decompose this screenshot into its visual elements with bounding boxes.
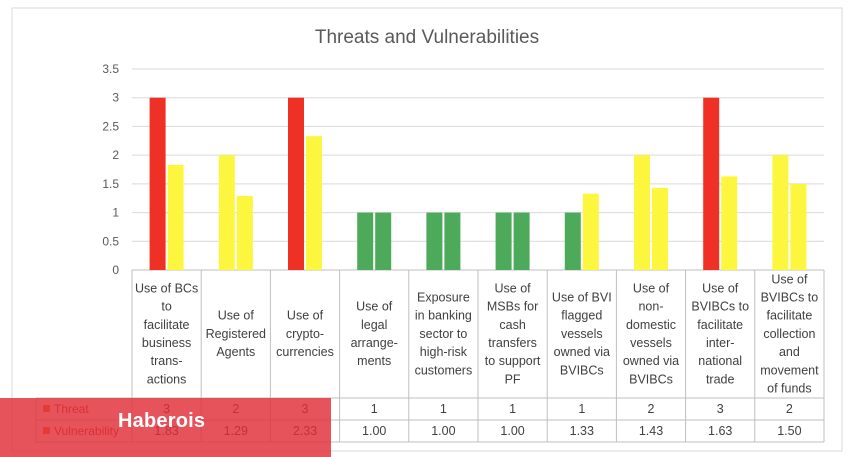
data-label: 1.00 [500, 424, 524, 438]
bar-threat [703, 97, 720, 270]
x-category-label: Use of Registered Agents [206, 309, 266, 359]
data-label: 1.63 [708, 424, 732, 438]
y-axis: 0 0.5 1 1.5 2 2.5 3 3.5 [102, 62, 119, 277]
bars [149, 97, 807, 270]
bar-vulnerability [236, 195, 253, 270]
y-tick-label: 0 [112, 263, 119, 277]
chart-title: Threats and Vulnerabilities [315, 27, 539, 48]
bar-threat [564, 212, 581, 270]
y-tick-label: 3 [112, 91, 119, 105]
data-label: 2 [786, 402, 793, 416]
bar-threat [218, 155, 235, 270]
bar-vulnerability [652, 187, 668, 270]
data-label: 1 [371, 402, 378, 416]
data-label: 1.00 [362, 424, 386, 438]
x-category-label: Use of non-domestic vessels owned via BVIBCs [623, 281, 679, 386]
data-label: 1 [578, 402, 585, 416]
bar-threat [426, 212, 443, 270]
watermark-label: Haberois [118, 410, 206, 432]
data-label: 2 [648, 402, 655, 416]
bar-vulnerability [582, 193, 599, 270]
y-tick-label: 2 [112, 148, 119, 162]
bar-vulnerability [721, 176, 738, 270]
bar-vulnerability [306, 136, 322, 270]
x-category-label: Use of legal arrange-ments [351, 300, 398, 369]
bar-vulnerability [375, 212, 392, 270]
y-tick-label: 1 [112, 206, 119, 220]
bar-threat [357, 212, 374, 270]
bar-vulnerability [167, 164, 184, 270]
data-table: Use of BCs to facilitate business trans-acti… [35, 270, 825, 443]
bar-threat [495, 212, 512, 270]
y-tick-label: 3.5 [102, 62, 119, 76]
data-label: 1.50 [777, 424, 801, 438]
bar-threat [288, 97, 304, 270]
x-category-label: Use of BCs to facilitate business trans-acti… [135, 281, 198, 386]
bar-vulnerability [790, 183, 807, 270]
bar-threat [149, 97, 166, 270]
x-category-label: Exposure in banking sector to high-risk cust… [415, 291, 473, 378]
y-tick-label: 2.5 [102, 119, 119, 133]
bar-threat [772, 155, 789, 270]
bar-threat [634, 155, 650, 270]
data-label: 1 [509, 402, 516, 416]
bar-vulnerability [444, 212, 461, 270]
data-label: 1.33 [570, 424, 594, 438]
x-category-label: Use of BVIBCs to facilitate collection and mo… [760, 272, 819, 395]
x-category-label: Use of BVIBCs to facilitate inter-national t… [691, 281, 749, 386]
watermark-banner: Haberois [0, 398, 331, 457]
data-label: 1.00 [431, 424, 455, 438]
data-label: 3 [717, 402, 724, 416]
x-category-label: Use of crypto-currencies [276, 309, 334, 359]
data-label: 1 [440, 402, 447, 416]
y-tick-label: 1.5 [102, 177, 119, 191]
x-category-label: Use of BVI flagged vessels owned via BVIBCs [552, 291, 612, 378]
x-category-label: Use of MSBs for cash transfers to support PF [485, 281, 541, 386]
y-tick-label: 0.5 [102, 234, 119, 248]
bar-vulnerability [513, 212, 530, 270]
data-label: 1.43 [639, 424, 663, 438]
